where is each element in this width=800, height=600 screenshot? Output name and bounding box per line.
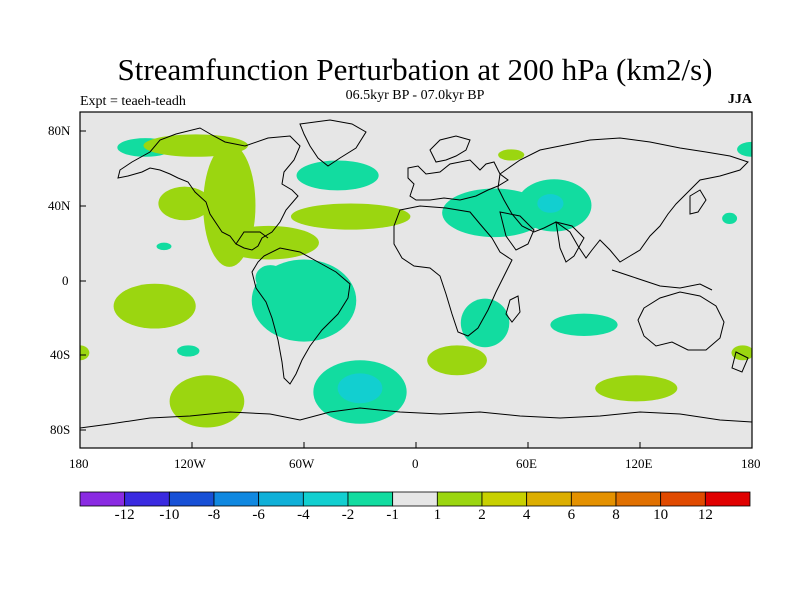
colorbar (79, 491, 751, 507)
coast-japan (689, 189, 707, 215)
anomaly-region-17 (177, 345, 200, 357)
anomaly-region-7 (290, 203, 411, 230)
colorbar-swatch-8 (436, 491, 483, 507)
colorbar-swatch-9 (481, 491, 528, 507)
colorbar-label-13: 12 (697, 507, 713, 523)
colorbar-label-10: 6 (567, 507, 576, 523)
anomaly-region-5 (156, 242, 172, 251)
lon-label-0: 0 (412, 456, 419, 471)
coast-india (555, 221, 585, 263)
colorbar-swatch-4 (258, 491, 304, 507)
anomaly-region-23 (460, 298, 510, 348)
colorbar-swatch-11 (570, 491, 617, 507)
anomaly-region-16 (113, 283, 196, 329)
anomaly-region-24 (550, 313, 618, 336)
colorbar-swatch-1 (124, 491, 170, 507)
colorbar-swatch-10 (526, 491, 572, 507)
coast-australia (637, 291, 725, 351)
coast-madagascar (505, 295, 521, 323)
coast-europe (407, 159, 509, 201)
anomaly-region-15 (251, 259, 357, 342)
season-label: JJA (727, 92, 752, 107)
colorbar-swatch-12 (615, 491, 662, 507)
lat-label-40n: 40N (48, 198, 71, 213)
anomaly-region-11 (537, 194, 564, 213)
coast-scandinavia (429, 135, 471, 163)
coast-greenland (299, 119, 367, 167)
coast-south-america (251, 247, 351, 385)
coast-north-america (117, 127, 301, 251)
lon-label-60w: 60W (289, 456, 315, 471)
colorbar-swatch-14 (704, 491, 751, 507)
tick-marks (79, 130, 753, 448)
colorbar-swatch-3 (213, 491, 260, 507)
experiment-label: Expt = teaeh-teadh (80, 94, 186, 109)
colorbar-label-0: -12 (114, 507, 135, 523)
anomaly-region-26 (731, 345, 752, 361)
colorbar-label-7: 1 (433, 507, 442, 523)
anomaly-region-25 (595, 375, 678, 402)
anomaly-region-19 (169, 375, 245, 428)
colorbar-label-2: -8 (207, 507, 221, 523)
coast-new-zealand (731, 351, 749, 373)
colorbar-label-8: 2 (478, 507, 486, 523)
coast-africa (393, 205, 513, 337)
colorbar-label-9: 4 (522, 507, 531, 523)
lat-label-80n: 80N (48, 123, 71, 138)
colorbar-swatch-5 (302, 491, 349, 507)
anomaly-region-8 (498, 149, 525, 161)
coastlines (80, 119, 752, 429)
colorbar-swatch-6 (347, 491, 394, 507)
colorbar-label-6: -1 (386, 507, 399, 523)
anomaly-region-12 (722, 212, 738, 224)
period-subtitle: 06.5kyr BP - 07.0kyr BP (345, 88, 485, 103)
anomaly-region-6 (296, 160, 379, 191)
colorbar-swatch-0 (79, 491, 126, 507)
coast-indonesia (611, 269, 713, 291)
colorbar-label-4: -4 (297, 507, 310, 523)
colorbar-label-3: -6 (252, 507, 265, 523)
coast-asia (497, 137, 749, 263)
lon-label-120w: 120W (174, 456, 206, 471)
lat-label-80s: 80S (50, 422, 71, 437)
anomaly-region-21 (337, 373, 383, 404)
map-title: Streamfunction Perturbation at 200 hPa (… (117, 52, 713, 87)
anomaly-region-18 (80, 345, 90, 361)
colorbar-label-11: 8 (612, 507, 620, 523)
lon-label-180w: 180 (69, 456, 89, 471)
colorbar-label-12: 10 (653, 507, 669, 523)
colorbar-swatch-7 (392, 491, 438, 507)
colorbar-label-1: -10 (159, 507, 180, 523)
lon-label-60e: 60E (516, 456, 537, 471)
coast-arabia (499, 211, 535, 251)
colorbar-swatch-13 (660, 491, 706, 507)
anomaly-region-2 (158, 186, 211, 221)
anomaly-region-22 (427, 345, 487, 376)
lat-label-40s: 40S (50, 347, 71, 362)
coast-antarctica (80, 407, 752, 429)
colorbar-label-5: -2 (341, 507, 355, 523)
anomaly-layer (80, 134, 752, 428)
coast-gulf (235, 231, 269, 245)
lat-label-eq: 0 (62, 273, 69, 288)
colorbar-swatch-2 (168, 491, 215, 507)
lon-label-180e: 180 (741, 456, 761, 471)
anomaly-region-13 (737, 141, 752, 157)
lon-label-120e: 120E (625, 456, 653, 471)
